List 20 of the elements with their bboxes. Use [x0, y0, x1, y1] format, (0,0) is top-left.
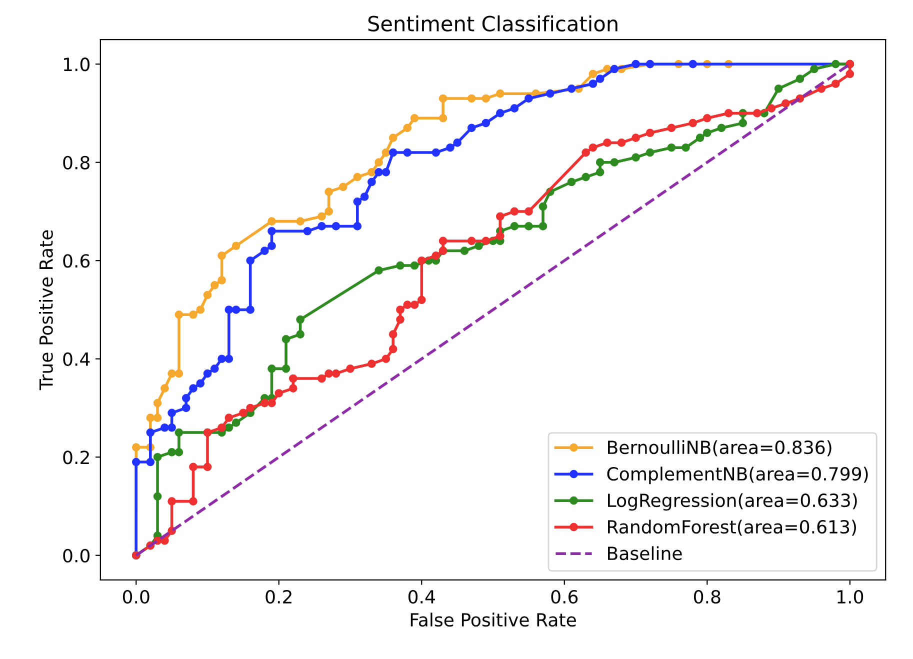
x-axis-title: False Positive Rate — [410, 612, 576, 627]
legend-label: LogRegression(area=0.633) — [608, 493, 857, 511]
x-tick-label: 0.0 — [122, 590, 150, 604]
y-tick-label: 0.2 — [63, 450, 89, 464]
x-tick-label: 1.0 — [838, 590, 864, 604]
y-tick-label: 0.0 — [63, 548, 90, 562]
x-tick-label: 0.8 — [694, 590, 720, 604]
x-tick-label: 0.6 — [551, 590, 578, 604]
legend-label: Baseline — [608, 546, 682, 560]
legend-label: RandomForest(area=0.613) — [608, 520, 856, 536]
legend-label: BernoulliNB(area=0.836) — [608, 440, 832, 456]
y-tick-label: 0.4 — [63, 352, 90, 366]
y-tick-label: 0.6 — [63, 254, 90, 268]
y-tick-label: 1.0 — [64, 58, 90, 72]
x-tick-label: 0.2 — [266, 590, 292, 604]
x-tick-label: 0.4 — [408, 590, 435, 604]
legend-label: ComplementNB(area=0.799) — [607, 466, 868, 484]
chart-title: Sentiment Classification — [368, 15, 618, 32]
y-axis-title: True Positive Rate — [38, 230, 53, 390]
y-tick-label: 0.8 — [63, 156, 90, 170]
